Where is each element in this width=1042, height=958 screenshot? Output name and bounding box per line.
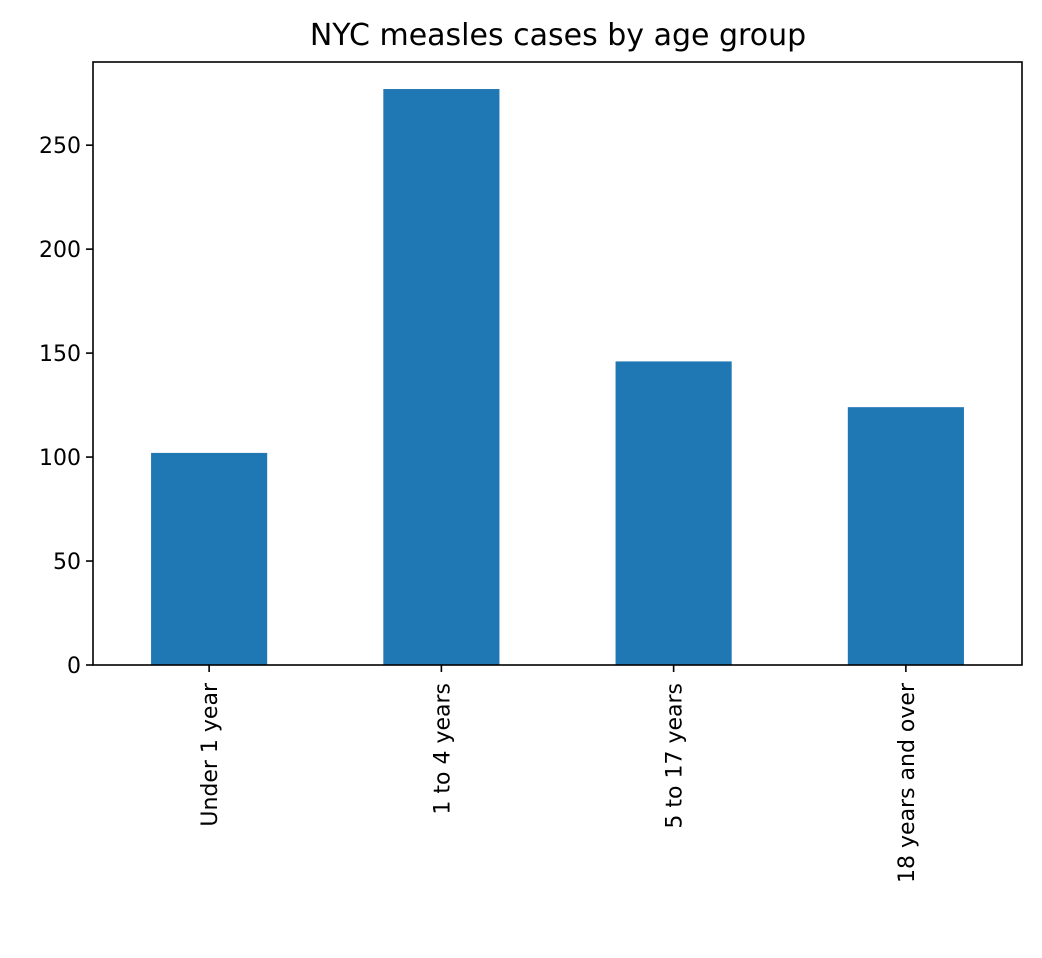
x-tick-label: 5 to 17 years <box>663 683 688 829</box>
y-tick-label: 100 <box>39 446 81 471</box>
x-tick-label: 1 to 4 years <box>430 683 455 815</box>
y-axis: 0 50 100 150 200 250 <box>39 134 93 679</box>
bar-1 <box>383 89 500 666</box>
bar-2 <box>615 361 732 665</box>
y-tick-label: 250 <box>39 134 81 159</box>
y-tick-label: 200 <box>39 238 81 263</box>
x-tick-label: 18 years and over <box>895 682 920 883</box>
bar-0 <box>151 452 268 665</box>
y-tick-label: 0 <box>67 654 81 679</box>
bar-3 <box>847 407 964 665</box>
bar-group <box>151 89 964 666</box>
y-tick-label: 150 <box>39 342 81 367</box>
chart-title: NYC measles cases by age group <box>310 18 806 53</box>
x-axis: Under 1 year 1 to 4 years 5 to 17 years 18 … <box>198 665 920 883</box>
y-tick-label: 50 <box>53 550 81 575</box>
plot-frame <box>92 61 1023 666</box>
x-tick-label: Under 1 year <box>198 682 223 827</box>
